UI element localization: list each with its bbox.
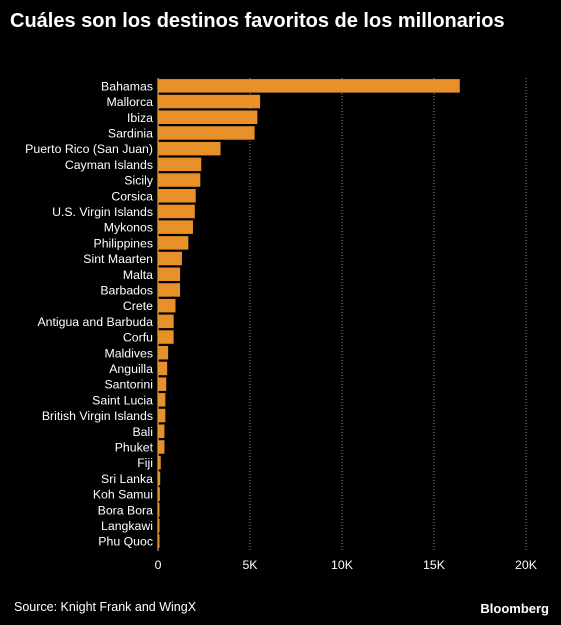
category-label: Sardinia xyxy=(108,126,153,140)
category-label: Santorini xyxy=(104,378,153,392)
bar xyxy=(158,220,193,234)
category-label: Sri Lanka xyxy=(101,472,153,486)
category-label: Barbados xyxy=(100,283,153,297)
bar xyxy=(158,503,160,517)
category-label: Cayman Islands xyxy=(65,158,153,172)
bloomberg-logo: Bloomberg xyxy=(480,601,549,616)
chart-title: Cuáles son los destinos favoritos de los… xyxy=(10,10,505,32)
bar xyxy=(158,361,168,376)
category-label: Anguilla xyxy=(109,362,153,376)
category-label: Phu Quoc xyxy=(98,535,153,549)
bar xyxy=(158,330,174,344)
category-label: Mallorca xyxy=(107,95,154,109)
category-label: Sicily xyxy=(124,174,154,188)
bar xyxy=(158,518,160,533)
bar xyxy=(158,298,176,313)
bar xyxy=(158,408,166,423)
category-label: Bora Bora xyxy=(98,503,154,517)
bar xyxy=(158,110,258,124)
category-label: Langkawi xyxy=(101,519,153,533)
category-label: Maldives xyxy=(104,346,153,360)
bar xyxy=(158,377,167,391)
bar xyxy=(158,487,160,501)
source-note: Source: Knight Frank and WingX xyxy=(14,600,197,614)
bar xyxy=(158,424,165,438)
bar xyxy=(158,189,196,203)
bar xyxy=(158,440,165,454)
bar xyxy=(158,157,202,172)
bar xyxy=(158,79,460,93)
category-label: Antigua and Barbuda xyxy=(37,315,153,329)
bar xyxy=(158,283,181,297)
x-tick-label: 0 xyxy=(155,558,162,572)
bar xyxy=(158,236,189,250)
category-label: Bahamas xyxy=(101,79,153,93)
category-label: Phuket xyxy=(115,440,154,454)
category-label: Puerto Rico (San Juan) xyxy=(25,142,153,156)
category-label: Saint Lucia xyxy=(92,393,153,407)
category-label: Mykonos xyxy=(104,221,153,235)
category-label: British Virgin Islands xyxy=(42,409,153,423)
x-tick-label: 20K xyxy=(515,558,538,572)
bar xyxy=(158,455,161,470)
category-label: Bali xyxy=(132,425,153,439)
category-label: Fiji xyxy=(137,456,153,470)
bar xyxy=(158,314,174,329)
bar xyxy=(158,94,261,109)
category-label: Koh Samui xyxy=(93,488,153,502)
category-label: Corsica xyxy=(111,189,153,203)
bar xyxy=(158,251,182,266)
category-label: Malta xyxy=(123,268,153,282)
bar xyxy=(158,534,160,548)
bar xyxy=(158,126,255,140)
category-label: Sint Maarten xyxy=(83,252,153,266)
bar xyxy=(158,204,195,219)
category-label: Ibiza xyxy=(127,111,153,125)
category-label: U.S. Virgin Islands xyxy=(52,205,153,219)
bar xyxy=(158,393,166,407)
bar xyxy=(158,141,221,156)
bar xyxy=(158,471,161,486)
x-tick-label: 15K xyxy=(423,558,446,572)
bar xyxy=(158,346,169,360)
x-tick-label: 10K xyxy=(331,558,354,572)
x-tick-label: 5K xyxy=(242,558,258,572)
category-label: Crete xyxy=(123,299,153,313)
category-label: Corfu xyxy=(123,331,153,345)
bar xyxy=(158,173,201,187)
category-label: Philippines xyxy=(94,236,153,250)
bar xyxy=(158,267,181,281)
